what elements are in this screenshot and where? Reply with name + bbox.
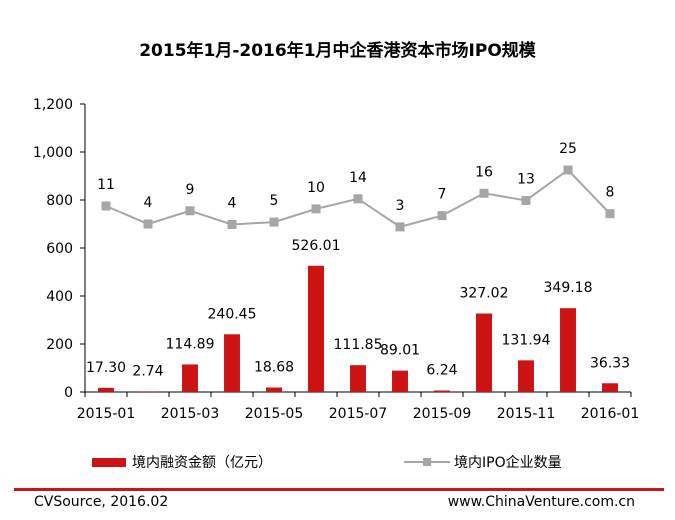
legend-swatch-line [404, 455, 450, 469]
bar [434, 390, 450, 392]
bar-data-label: 18.68 [254, 360, 294, 376]
bar-data-label: 349.18 [544, 280, 593, 296]
y-tick-label: 800 [46, 193, 73, 209]
line-data-label: 16 [475, 164, 493, 180]
bar [518, 360, 534, 392]
chart-title: 2015年1月-2016年1月中企香港资本市场IPO规模 [139, 41, 536, 61]
line-point [143, 219, 153, 229]
line-data-label: 13 [517, 171, 535, 187]
legend-label-amount: 境内融资金额（亿元） [132, 455, 272, 471]
legend-swatch-bar [92, 457, 126, 467]
line-point [353, 194, 363, 204]
x-tick-label: 2015-09 [413, 406, 472, 422]
bar [266, 387, 282, 392]
y-tick-label: 400 [46, 289, 73, 305]
line-point [605, 209, 615, 219]
x-tick-label: 2016-01 [581, 406, 640, 422]
bar-data-label: 131.94 [502, 332, 551, 348]
x-tick-label: 2015-03 [161, 406, 220, 422]
y-tick-label: 0 [64, 385, 73, 401]
line-point [269, 217, 279, 227]
data-labels: 17.30 2.74114.89240.4518.68526.01111.8589… [86, 141, 630, 379]
x-tick-label: 2015-11 [497, 406, 556, 422]
footer-source: CVSource, 2016.02 [34, 494, 169, 510]
x-tick-label: 2015-01 [77, 406, 136, 422]
bar-data-label: 89.01 [380, 343, 420, 359]
line-point [101, 201, 111, 211]
footer-site: www.ChinaVenture.com.cn [447, 494, 635, 510]
line-data-label: 4 [228, 195, 237, 211]
line-point [185, 206, 195, 216]
y-tick-label: 1,000 [33, 145, 73, 161]
bar [98, 387, 114, 392]
legend-item-count: 境内IPO企业数量 [404, 452, 562, 472]
bar [308, 265, 324, 392]
bar [182, 364, 198, 392]
y-tick-label: 600 [46, 241, 73, 257]
y-tick-label: 200 [46, 337, 73, 353]
line-point [395, 222, 405, 232]
bar-data-label: 526.01 [292, 238, 341, 254]
line-data-label: 11 [97, 177, 115, 193]
bar-data-label: 6.24 [426, 363, 457, 379]
legend-label-count: 境内IPO企业数量 [454, 455, 562, 471]
line-point [521, 195, 531, 205]
bar [476, 313, 492, 392]
line-point [227, 219, 237, 229]
x-tick-label: 2015-07 [329, 406, 388, 422]
line-data-label: 14 [349, 170, 367, 186]
line-data-label: 5 [270, 193, 279, 209]
footer-divider [14, 488, 664, 491]
chart-axes: 0 200 400 600 800 1,000 1,200 2015-01 2015-03 201… [33, 97, 639, 422]
y-tick-label: 1,200 [33, 97, 73, 113]
bar-series [98, 265, 618, 392]
bar-data-label: 36.33 [590, 355, 630, 371]
bar-data-label: 2.74 [132, 363, 163, 379]
line-series [101, 165, 615, 232]
bar [602, 383, 618, 392]
line-data-label: 7 [438, 187, 447, 203]
legend-item-amount: 境内融资金额（亿元） [92, 452, 272, 472]
line-data-label: 25 [559, 141, 577, 157]
bar [350, 365, 366, 392]
bar [224, 334, 240, 392]
line-data-label: 4 [144, 195, 153, 211]
x-tick-label: 2015-05 [245, 406, 304, 422]
line-data-label: 9 [186, 182, 195, 198]
line-data-label: 8 [606, 185, 615, 201]
bar [392, 370, 408, 392]
bar-data-label: 327.02 [460, 286, 509, 302]
line-data-label: 3 [396, 198, 405, 214]
bar-data-label: 17.30 [86, 360, 126, 376]
bar [140, 391, 156, 392]
bar-data-label: 111.85 [334, 337, 383, 353]
bar [560, 308, 576, 392]
line-point [311, 204, 321, 214]
line-point [563, 165, 573, 175]
line-data-label: 10 [307, 180, 325, 196]
line-point [479, 188, 489, 198]
bar-data-label: 240.45 [208, 306, 257, 322]
line-point [437, 211, 447, 221]
bar-data-label: 114.89 [166, 336, 215, 352]
